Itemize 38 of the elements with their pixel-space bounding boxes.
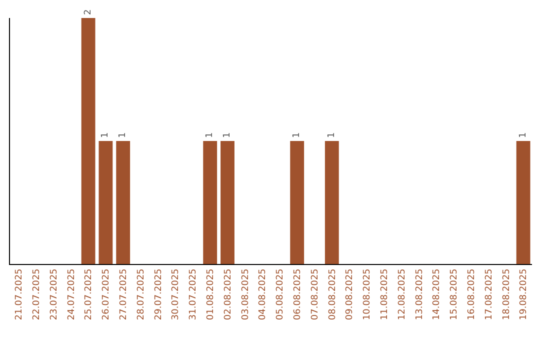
data-label: 2 xyxy=(83,9,94,15)
x-tick-label: 17.08.2025 xyxy=(484,268,494,320)
x-tick-label: 09.08.2025 xyxy=(345,268,356,320)
x-tick-label: 14.08.2025 xyxy=(432,268,442,320)
x-tick-label: 06.08.2025 xyxy=(293,268,304,320)
x-tick-label: 13.08.2025 xyxy=(414,268,425,320)
x-tick-label: 02.08.2025 xyxy=(223,268,234,320)
x-tick-label: 12.08.2025 xyxy=(397,268,408,320)
x-tick-label: 07.08.2025 xyxy=(310,268,320,320)
x-tick-label: 03.08.2025 xyxy=(240,268,251,320)
data-label: 1 xyxy=(326,132,337,138)
x-tick-label: 31.07.2025 xyxy=(188,268,199,320)
x-tick-label: 05.08.2025 xyxy=(276,268,286,320)
x-tick-label: 15.08.2025 xyxy=(450,268,460,320)
x-tick-label: 26.07.2025 xyxy=(102,268,112,320)
data-label: 1 xyxy=(100,132,111,138)
data-label: 1 xyxy=(518,132,528,138)
data-label: 1 xyxy=(118,132,128,138)
x-tick-label: 18.08.2025 xyxy=(502,268,512,320)
x-tick-label: 21.07.2025 xyxy=(14,268,25,320)
x-tick-label: 04.08.2025 xyxy=(258,268,268,320)
x-tick-label: 23.07.2025 xyxy=(49,268,60,320)
x-tick-label: 28.07.2025 xyxy=(136,268,146,320)
x-tick-label: 08.08.2025 xyxy=(328,268,338,320)
x-tick-label: 24.07.2025 xyxy=(66,268,77,320)
x-tick-label: 10.08.2025 xyxy=(362,268,373,320)
x-tick-label: 29.07.2025 xyxy=(154,268,164,320)
x-tick-label: 16.08.2025 xyxy=(467,268,478,320)
data-label: 1 xyxy=(222,132,232,138)
data-label: 1 xyxy=(292,132,302,138)
x-tick-label: 19.08.2025 xyxy=(519,268,530,320)
x-tick-label: 01.08.2025 xyxy=(206,268,216,320)
x-tick-label: 27.07.2025 xyxy=(119,268,130,320)
data-label: 1 xyxy=(205,132,216,138)
x-tick-label: 22.07.2025 xyxy=(32,268,42,320)
x-tick-label: 25.07.2025 xyxy=(84,268,94,320)
x-tick-label: 11.08.2025 xyxy=(380,268,390,320)
x-tick-label: 30.07.2025 xyxy=(171,268,182,320)
